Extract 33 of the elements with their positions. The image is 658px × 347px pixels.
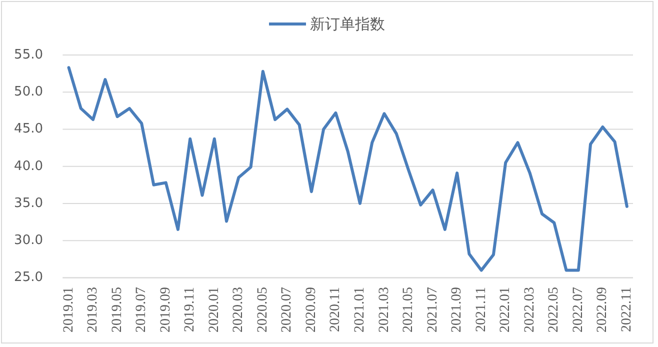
x-tick-label: 2021.05	[401, 287, 416, 332]
x-tick-label: 2020.09	[304, 287, 319, 332]
x-tick-label: 2020.11	[328, 287, 344, 332]
x-tick-label: 2022.01	[498, 287, 514, 332]
y-tick-label: 45.0	[14, 122, 43, 137]
x-tick-label: 2019.01	[61, 287, 76, 332]
x-tick-label: 2019.05	[110, 287, 125, 332]
x-tick-label: 2019.03	[86, 287, 101, 332]
x-tick-label: 2019.11	[182, 287, 198, 332]
y-tick-label: 55.0	[14, 48, 43, 62]
x-tick-label: 2022.11	[619, 287, 634, 332]
x-tick-label: 2019.07	[134, 287, 150, 332]
x-tick-label: 2022.09	[595, 287, 610, 332]
y-tick-label: 25.0	[14, 270, 43, 286]
x-tick-label: 2020.07	[280, 287, 295, 332]
y-tick-label: 50.0	[14, 84, 43, 100]
y-tick-label: 35.0	[14, 196, 43, 211]
x-tick-label: 2021.03	[376, 287, 392, 332]
x-tick-label: 2022.05	[546, 287, 562, 332]
x-tick-label: 2021.07	[425, 287, 440, 332]
x-tick-label: 2020.01	[206, 287, 222, 332]
legend-label: 新订单指数	[310, 15, 385, 33]
x-tick-label: 2022.03	[522, 287, 538, 332]
legend: 新订单指数	[269, 15, 385, 33]
x-tick-label: 2021.01	[352, 287, 368, 332]
x-tick-label: 2020.03	[231, 287, 246, 332]
y-tick-label: 30.0	[14, 233, 43, 248]
y-tick-label: 40.0	[14, 158, 43, 174]
x-tick-label: 2019.09	[158, 287, 174, 332]
x-tick-label: 2021.09	[450, 287, 465, 332]
x-tick-label: 2020.05	[255, 287, 270, 332]
x-tick-label: 2021.11	[474, 287, 489, 332]
x-tick-label: 2022.07	[570, 287, 586, 332]
